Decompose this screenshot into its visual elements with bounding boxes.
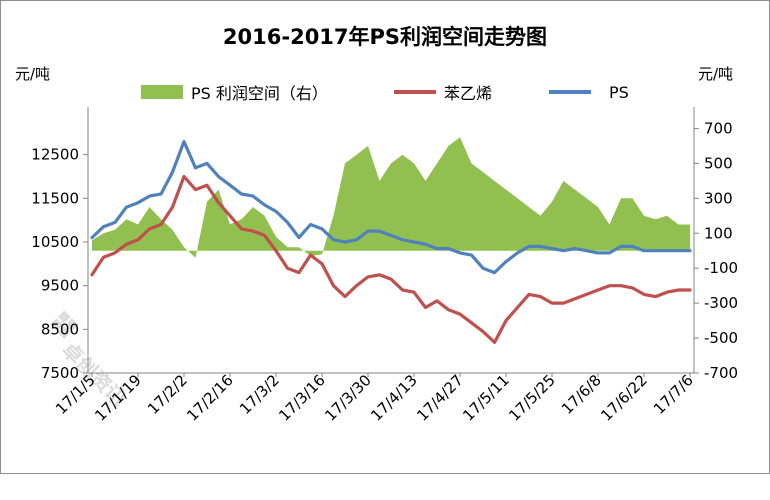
x-tick-label: 17/7/6 <box>650 371 697 418</box>
x-tick-label: 17/4/27 <box>413 371 467 425</box>
x-tick-label: 17/5/25 <box>505 371 559 425</box>
x-tick-label: 17/3/30 <box>321 371 375 425</box>
right-axis-unit: 元/吨 <box>698 65 734 83</box>
x-tick-label: 17/6/22 <box>597 371 651 425</box>
legend-item-ps-profit: PS 利润空间（右） <box>141 81 328 103</box>
left-y-tick-label: 8500 <box>41 320 79 338</box>
legend-swatch-ps <box>549 90 591 94</box>
series-line-styrene <box>90 174 692 344</box>
right-y-tick-label: 300 <box>704 189 733 207</box>
x-tick-label: 17/2/16 <box>183 371 237 425</box>
left-y-tick-label: 11500 <box>31 189 79 207</box>
chart-title: 2016-2017年PS利润空间走势图 <box>222 25 548 49</box>
x-tick-label: 17/1/19 <box>91 371 145 425</box>
right-y-tick-label: -100 <box>704 259 738 277</box>
legend-label-ps-profit: PS 利润空间（右） <box>191 84 328 103</box>
left-y-tick-label: 12500 <box>31 146 79 164</box>
x-tick-label: 17/4/13 <box>367 371 421 425</box>
chart-frame: 2016-2017年PS利润空间走势图 元/吨 元/吨 PS 利润空间（右） 苯… <box>0 0 770 474</box>
right-y-tick-label: 500 <box>704 154 733 172</box>
right-y-tick-label: -300 <box>704 294 738 312</box>
left-y-tick-label: 7500 <box>41 364 79 382</box>
left-y-tick-label: 10500 <box>31 233 79 251</box>
x-tick-label: 17/3/16 <box>275 371 329 425</box>
right-y-tick-label: 100 <box>704 224 733 242</box>
left-axis-unit: 元/吨 <box>15 65 51 83</box>
right-y-tick-label: -500 <box>704 329 738 347</box>
left-y-tick-label: 9500 <box>41 277 79 295</box>
legend-swatch-styrene <box>394 90 436 94</box>
right-y-tick-label: -700 <box>704 364 738 382</box>
series-area-ps-profit <box>92 137 690 258</box>
legend-item-ps: PS <box>549 81 629 103</box>
legend-item-styrene: 苯乙烯 <box>394 81 492 103</box>
chart-plot: 7500 8500 9500 10500 11500 12500 -700 -500 -300 -… <box>31 107 738 425</box>
legend-label-ps: PS <box>609 82 629 102</box>
legend-label-styrene: 苯乙烯 <box>444 84 493 103</box>
right-y-tick-label: 700 <box>704 119 733 137</box>
series-line-ps <box>90 140 692 275</box>
x-tick-label: 17/5/11 <box>459 371 513 425</box>
legend-swatch-ps-profit <box>141 85 183 99</box>
